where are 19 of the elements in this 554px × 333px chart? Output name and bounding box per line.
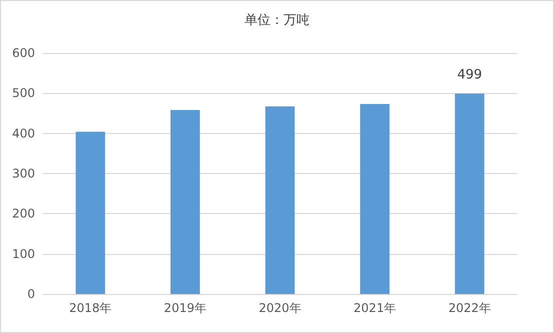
bar xyxy=(265,106,295,294)
y-tick-label: 200 xyxy=(12,206,35,221)
y-tick-label: 100 xyxy=(12,246,35,261)
bar xyxy=(170,110,200,294)
x-tick-label: 2019年 xyxy=(164,301,206,315)
y-tick-label: 500 xyxy=(12,86,35,100)
y-tick-label: 600 xyxy=(12,46,35,60)
bar xyxy=(454,94,484,294)
x-tick-label: 2020年 xyxy=(258,301,302,315)
y-tick-label: 300 xyxy=(12,166,35,180)
bar xyxy=(76,132,106,294)
bar xyxy=(360,104,390,294)
y-tick-label: 0 xyxy=(27,287,35,301)
x-tick-label: 2021年 xyxy=(354,301,396,315)
y-tick-label: 400 xyxy=(12,126,35,140)
x-tick-label: 2018年 xyxy=(69,301,112,315)
data-label: 499 xyxy=(457,68,482,83)
chart-title: 单位：万吨 xyxy=(244,13,310,28)
x-tick-label: 2022年 xyxy=(448,301,491,315)
